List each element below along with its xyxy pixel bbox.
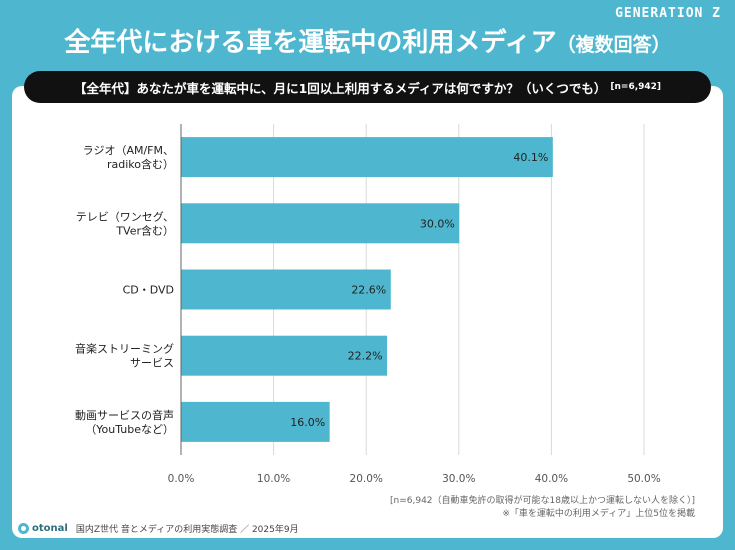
x-tick-label: 10.0%	[257, 473, 290, 485]
footer-text: 国内Z世代 音とメディアの利用実態調査 ／ 2025年9月	[75, 525, 299, 535]
question-text: 【全年代】あなたが車を運転中に、月に1回以上利用するメディアは何ですか？（いくつ…	[73, 80, 607, 96]
category-label-line: 動画サービスの音声	[75, 408, 174, 422]
sample-note: [n=6,942（自動車免許の取得が可能な18歳以上かつ運転しない人を除く）]	[390, 496, 695, 506]
bar-value-label: 30.0%	[420, 217, 455, 230]
ranking-note: ※「車を運転中の利用メディア」上位5位を掲載	[502, 509, 695, 519]
category-label-line: 音楽ストリーミング	[75, 342, 174, 356]
category-label: 動画サービスの音声（YouTubeなど）	[75, 408, 174, 436]
brand-logo: GENERATION Z	[615, 6, 721, 21]
bar	[181, 335, 388, 376]
otonal-logo-icon	[18, 523, 29, 534]
x-tick-label: 0.0%	[168, 473, 195, 485]
category-label-line: radiko含む）	[107, 157, 174, 171]
x-tick-label: 40.0%	[535, 473, 568, 485]
category-label-line: （YouTubeなど）	[85, 423, 174, 436]
category-label-line: CD・DVD	[123, 284, 174, 297]
bar	[181, 203, 460, 244]
category-label-line: テレビ（ワンセグ、	[76, 209, 174, 223]
category-label: CD・DVD	[123, 284, 174, 297]
category-label: テレビ（ワンセグ、 TVer含む）	[76, 209, 174, 237]
footer-logo: otonal	[32, 523, 68, 534]
bar-value-label: 22.6%	[351, 284, 386, 297]
category-label-line: TVer含む）	[115, 223, 174, 237]
category-label: 音楽ストリーミングサービス	[75, 342, 174, 370]
title-suffix: （複数回答）	[556, 34, 671, 56]
category-label-line: ラジオ（AM/FM、	[83, 144, 174, 157]
bar-value-label: 22.2%	[348, 350, 383, 363]
bar	[181, 137, 553, 178]
x-tick-label: 50.0%	[627, 473, 660, 485]
bar	[181, 269, 391, 310]
title-text: 全年代における車を運転中の利用メディア	[64, 28, 557, 58]
x-tick-label: 30.0%	[442, 473, 475, 485]
bar-value-label: 40.1%	[513, 151, 548, 164]
category-label-line: サービス	[130, 357, 174, 370]
x-tick-label: 20.0%	[350, 473, 383, 485]
category-label: ラジオ（AM/FM、 radiko含む）	[83, 144, 174, 171]
footer: otonal 国内Z世代 音とメディアの利用実態調査 ／ 2025年9月	[18, 522, 299, 535]
question-banner: 【全年代】あなたが車を運転中に、月に1回以上利用するメディアは何ですか？（いくつ…	[24, 71, 711, 103]
bar-value-label: 16.0%	[290, 416, 325, 429]
bar	[181, 401, 330, 442]
page-title: 全年代における車を運転中の利用メディア（複数回答）	[0, 22, 735, 59]
sample-size: [n=6,942]	[610, 82, 662, 92]
